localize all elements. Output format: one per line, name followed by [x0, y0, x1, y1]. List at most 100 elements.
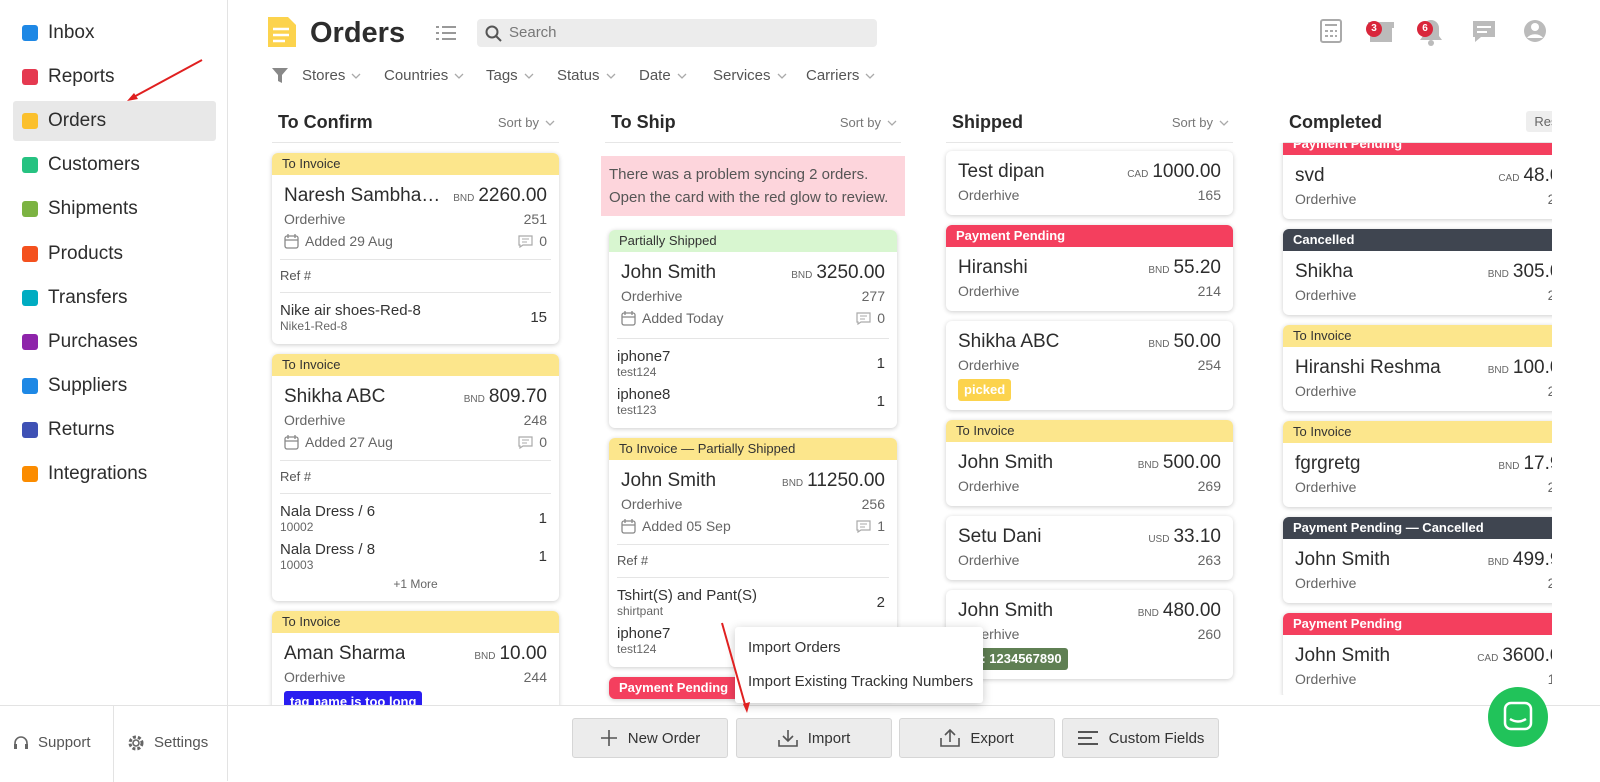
status-bar: To Invoice — [946, 420, 1233, 442]
nav-item[interactable]: Transfers — [13, 278, 216, 318]
order-card[interactable]: Payment Pending Hiranshi BND 55.20 Orderhive… — [946, 225, 1233, 311]
icon-shape — [522, 439, 530, 443]
icon — [777, 730, 798, 747]
sidebar-footer-link[interactable]: Support — [12, 728, 91, 758]
comment-count: 0 — [518, 230, 547, 252]
card-row: Orderhive 256 — [621, 493, 885, 515]
nav-item[interactable]: Purchases — [13, 322, 216, 362]
order-card[interactable]: To Invoice John Smith BND 500.00 Orderhive 26… — [946, 420, 1233, 506]
order-card[interactable]: Test dipan CAD 1000.00 Orderhive 165 — [946, 151, 1233, 215]
search-box[interactable]: Search — [477, 19, 877, 47]
filter-dropdown[interactable]: Status — [557, 66, 616, 86]
sort-dropdown[interactable]: Sort by — [1172, 115, 1229, 130]
order-card[interactable]: To Invoice Shikha ABC BND 809.70 Orderhive 24… — [272, 354, 559, 601]
status-bar: To Invoice — [272, 611, 559, 633]
order-id: 256 — [861, 496, 885, 512]
icon-shape — [1325, 24, 1337, 37]
filter-dropdown[interactable]: Services — [713, 66, 787, 86]
sort-dropdown[interactable]: Sort by — [840, 115, 897, 130]
icon — [600, 730, 617, 746]
card-row: Orderhive 269 — [958, 475, 1221, 497]
card-row: Added Today 0 — [621, 307, 885, 329]
status-bar: Cancelled — [1283, 229, 1552, 251]
menu-item[interactable]: Import Existing Tracking Numbers — [748, 673, 974, 690]
item-qty: 2 — [876, 593, 885, 611]
order-card[interactable]: John Smith BND 480.00 Orderhive 260 No: 12345… — [946, 590, 1233, 679]
currency: BND — [1137, 460, 1159, 471]
icon — [518, 435, 533, 449]
icon-shape — [518, 435, 533, 449]
filter-dropdown[interactable]: Date — [639, 66, 687, 86]
order-total: BND 55.20 — [1148, 256, 1221, 280]
status-bar: To Invoice — [272, 354, 559, 376]
nav-item[interactable]: Orders — [13, 101, 216, 142]
action-button[interactable]: Export — [899, 718, 1055, 758]
order-card[interactable]: Payment Pending — Cancelled John Smith BND… — [1283, 517, 1552, 603]
action-label: New Order — [627, 729, 701, 747]
order-id: 244 — [523, 669, 547, 685]
filter-dropdown[interactable]: Carriers — [806, 66, 875, 86]
filter-dropdown[interactable]: Tags — [486, 66, 534, 86]
action-button[interactable]: Import — [736, 718, 892, 758]
order-source: Orderhive — [958, 187, 1020, 203]
action-label: Import — [807, 729, 851, 747]
order-total: BND 50.00 — [1148, 330, 1221, 354]
order-id: 214 — [1197, 283, 1221, 299]
nav-icon — [22, 201, 38, 218]
nav-item[interactable]: Shipments — [13, 189, 216, 229]
order-card[interactable]: To Invoice Naresh Sambhawa... BND 2260.00 Or… — [272, 153, 559, 344]
customer-name: John Smith — [1295, 645, 1391, 666]
more-items[interactable]: +1 More — [393, 577, 438, 591]
filter-dropdown[interactable]: Stores — [302, 66, 361, 86]
chat-button[interactable] — [1487, 686, 1549, 748]
nav-item[interactable]: Customers — [13, 145, 216, 185]
nav-item[interactable]: Returns — [13, 410, 216, 450]
item-info: Nike air shoes-Red-8 Nike1-Red-8 — [280, 302, 421, 333]
action-button[interactable]: New Order — [572, 718, 728, 758]
sidebar-footer-link[interactable]: Settings — [126, 728, 208, 758]
order-source: Orderhive — [284, 412, 346, 428]
filter-dropdown[interactable]: Countries — [384, 66, 464, 86]
list-icon[interactable] — [435, 24, 457, 42]
card-row: Orderhive 240 — [1295, 380, 1552, 402]
column-header: To Confirm Sort by — [272, 104, 559, 143]
item-name: Nala Dress / 6 — [280, 502, 376, 520]
card-row: John Smith BND 500.00 — [958, 451, 1221, 475]
card-row: Orderhive 165 — [958, 184, 1221, 206]
order-source: Orderhive — [958, 478, 1020, 494]
nav-item[interactable]: Inbox — [13, 13, 216, 53]
reselect-button[interactable]: Reselect — [1526, 111, 1552, 132]
nav-item[interactable]: Reports — [13, 57, 216, 97]
icon-shape — [860, 523, 868, 527]
column-title: Completed — [1289, 112, 1383, 132]
sort-dropdown[interactable]: Sort by — [498, 115, 555, 130]
order-card[interactable]: Setu Dani USD 33.10 Orderhive 263 — [946, 516, 1233, 580]
customer-name: John Smith — [958, 452, 1054, 473]
filter-label: Date — [639, 67, 671, 84]
customer-name: John Smith — [621, 262, 717, 283]
filter-label: Services — [713, 67, 771, 84]
icon — [351, 73, 361, 79]
currency: CAD — [1498, 173, 1520, 184]
added-date: Added 29 Aug — [284, 230, 393, 252]
nav-item[interactable]: Products — [13, 234, 216, 274]
nav-item[interactable]: Integrations — [13, 454, 216, 494]
icon-shape — [622, 518, 635, 526]
order-source: Orderhive — [284, 669, 346, 685]
order-card[interactable]: To Invoice Aman Sharma BND 10.00 Orderhive 24… — [272, 611, 559, 705]
nav-label: Integrations — [48, 463, 148, 484]
line-item: iphone8 test123 1 — [617, 382, 889, 420]
item-sku: shirtpant — [617, 603, 664, 618]
nav-item[interactable]: Suppliers — [13, 366, 216, 406]
order-card[interactable]: Shikha ABC BND 50.00 Orderhive 254 picked — [946, 321, 1233, 410]
icon-shape — [128, 735, 144, 751]
action-button[interactable]: Custom Fields — [1062, 718, 1219, 758]
order-card[interactable]: Partially Shipped John Smith BND 3250.00 Ord… — [609, 230, 897, 428]
menu-item[interactable]: Import Orders — [748, 639, 841, 656]
